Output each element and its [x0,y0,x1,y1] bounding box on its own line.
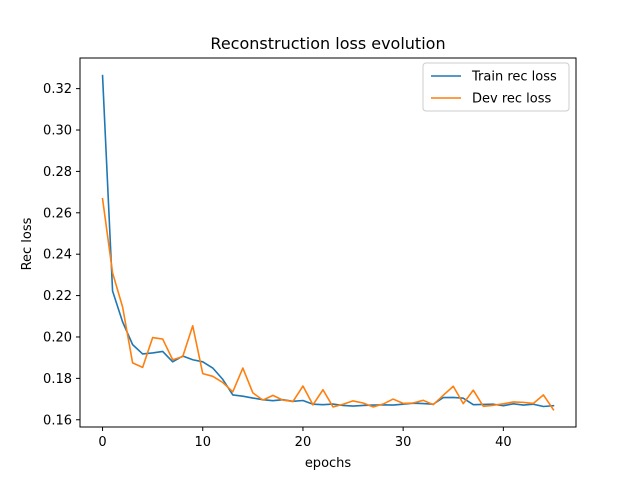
y-tick-label: 0.32 [43,82,72,97]
y-tick-label: 0.22 [43,289,72,304]
y-tick-label: 0.28 [43,165,72,180]
y-tick-label: 0.24 [43,248,72,263]
y-tick-label: 0.16 [43,413,72,428]
y-axis-label: Rec loss [20,217,35,270]
x-axis-label: epochs [305,456,352,471]
y-tick-label: 0.18 [43,372,72,387]
x-tick-label: 20 [295,435,312,450]
x-tick-label: 40 [495,435,512,450]
chart-title: Reconstruction loss evolution [210,34,445,53]
x-tick-label: 10 [194,435,211,450]
legend-box [422,62,570,112]
y-tick-label: 0.26 [43,206,72,221]
legend-label: Train rec loss [471,70,557,85]
y-tick-label: 0.30 [43,124,72,139]
x-tick-label: 30 [395,435,412,450]
legend: Train rec loss Dev rec loss [422,62,570,112]
series-line-dev [101,197,555,411]
legend-label: Dev rec loss [472,92,552,107]
x-tick-label: 0 [98,435,106,450]
axes-frame [79,57,577,428]
y-tick-label: 0.20 [43,330,72,345]
plot-area: 0 10 20 30 40 0.16 0.18 0.20 0.22 0.24 0.26 0.28 0.3… [43,57,577,450]
series-line-train [101,74,555,408]
